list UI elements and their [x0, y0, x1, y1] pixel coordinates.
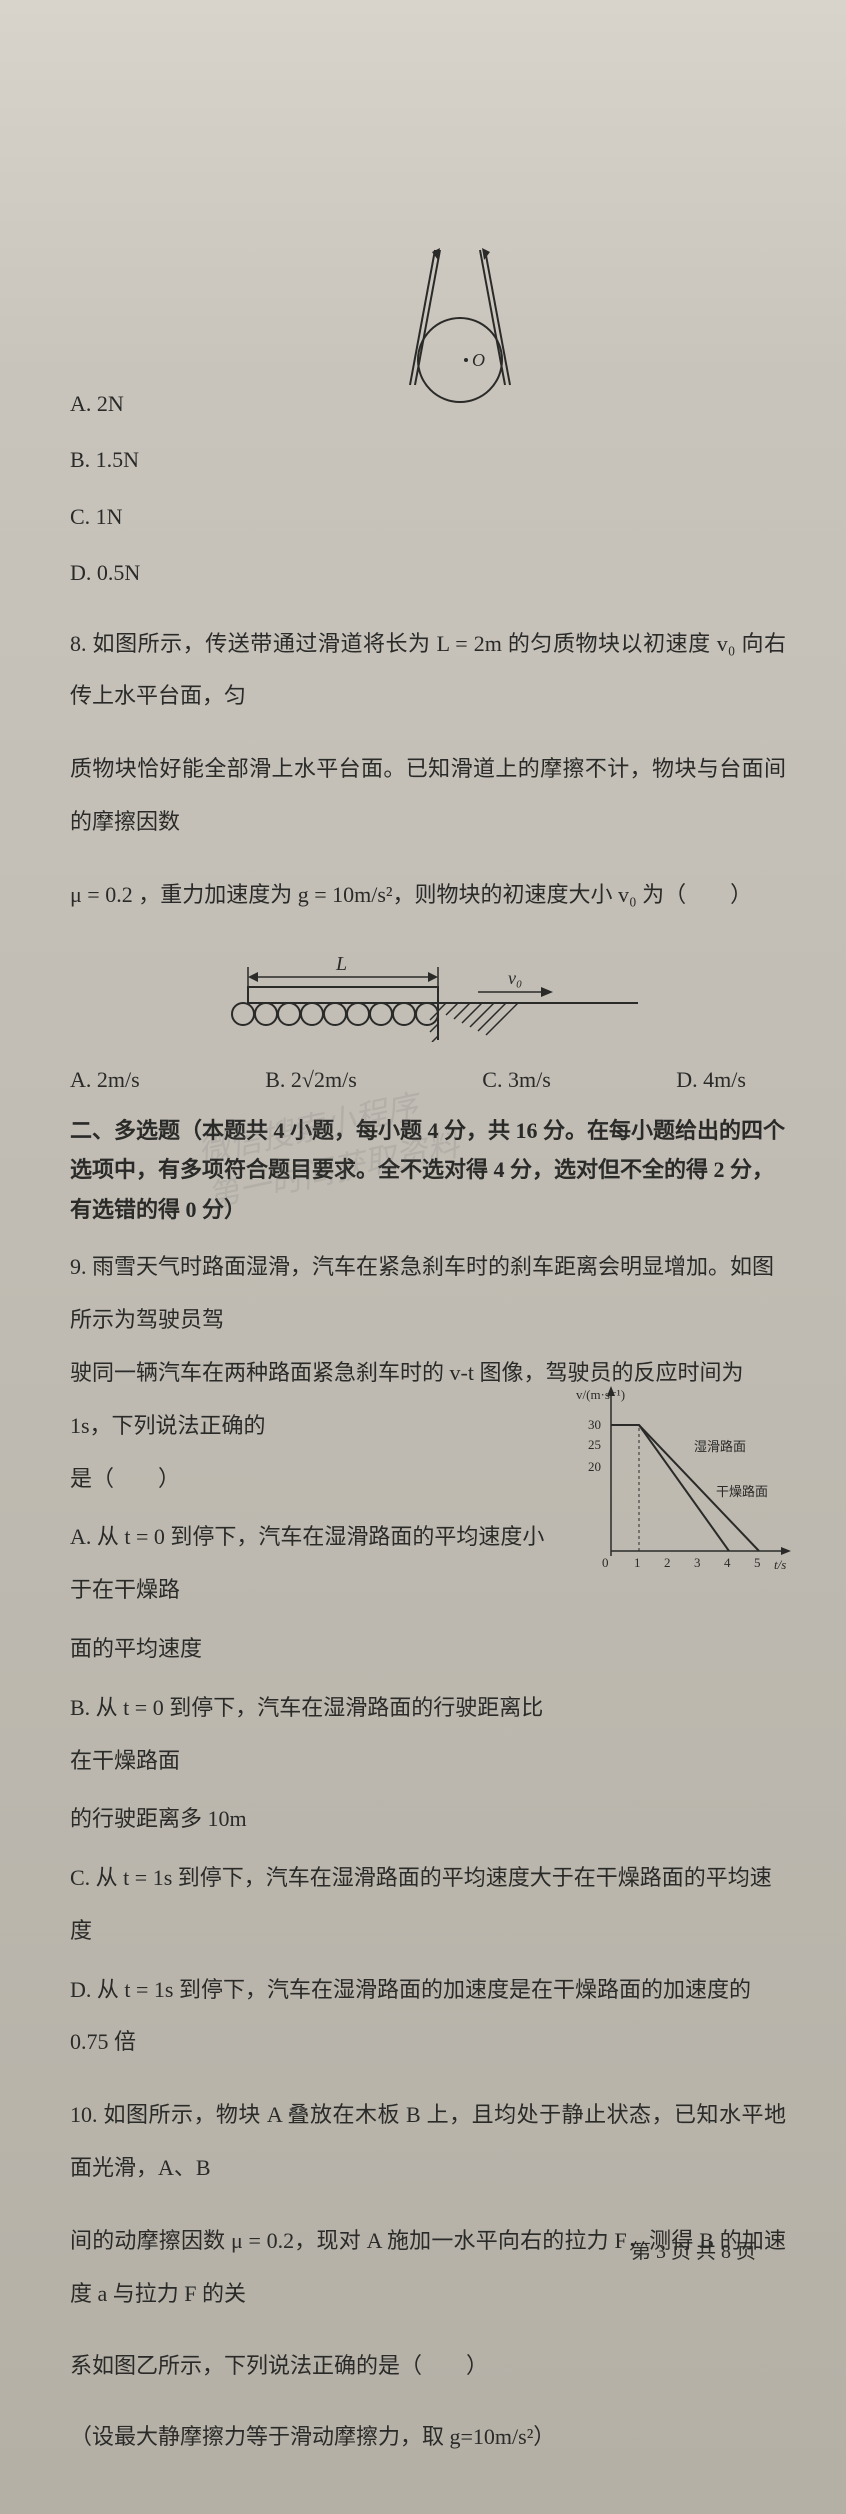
q8-option-b: B. 2√2m/s	[265, 1067, 357, 1093]
q8-text-3: μ = 0.2 ，重力加速度为 g = 10m/s²，则物块的初速度大小 v₀ …	[70, 869, 786, 922]
q8-conveyor-diagram: L v₀	[70, 942, 786, 1047]
q10-text-3: 系如图乙所示，下列说法正确的是（ ）	[70, 2340, 786, 2393]
q8-option-d: D. 4m/s	[676, 1067, 746, 1093]
q7-option-b: B. 1.5N	[70, 436, 786, 484]
svg-text:1: 1	[634, 1555, 641, 1570]
q9-option-d: D. 从 t = 1s 到停下，汽车在湿滑路面的加速度是在干燥路面的加速度的 0…	[70, 1964, 786, 2070]
q7-option-d: D. 0.5N	[70, 549, 786, 597]
q8-option-a: A. 2m/s	[70, 1067, 140, 1093]
page-number: 第 3 页 共 8 页	[631, 2235, 756, 2264]
q8-v0-label: v₀	[508, 968, 522, 988]
svg-text:3: 3	[694, 1555, 701, 1570]
svg-text:25: 25	[588, 1437, 601, 1452]
q9-text-1: 9. 雨雪天气时路面湿滑，汽车在紧急刹车时的刹车距离会明显增加。如图所示为驾驶员…	[70, 1241, 786, 1347]
svg-text:5: 5	[754, 1555, 761, 1570]
q9-block: 9. 雨雪天气时路面湿滑，汽车在紧急刹车时的刹车距离会明显增加。如图所示为驾驶员…	[70, 1241, 786, 2069]
q7-block: A. 2N B. 1.5N C. 1N D. 0.5N O	[70, 380, 786, 598]
q7-chopsticks-ball-diagram: O	[380, 240, 540, 420]
q8-L-label: L	[335, 953, 347, 975]
q10-text-2: 间的动摩擦因数 μ = 0.2，现对 A 施加一水平向右的拉力 F，测得 B 的…	[70, 2215, 786, 2321]
section2-header: 二、多选题（本题共 4 小题，每小题 4 分，共 16 分。在每小题给出的四个选…	[70, 1111, 786, 1230]
svg-text:0: 0	[602, 1555, 609, 1570]
svg-text:30: 30	[588, 1417, 601, 1432]
svg-text:20: 20	[588, 1459, 601, 1474]
q9-option-b-l1: B. 从 t = 0 到停下，汽车在湿滑路面的行驶距离比在干燥路面	[70, 1682, 786, 1788]
q9-y-label: v/(m·s⁻¹)	[576, 1387, 625, 1402]
q7-option-c: C. 1N	[70, 493, 786, 541]
q8-text-2: 质物块恰好能全部滑上水平台面。已知滑道上的摩擦不计，物块与台面间的摩擦因数	[70, 743, 786, 849]
q9-option-b-l2: 的行驶距离多 10m	[70, 1793, 786, 1846]
q9-x-label: t/s	[774, 1557, 786, 1572]
q9-option-a-l2: 面的平均速度	[70, 1623, 786, 1676]
q9-vt-graph: v/(m·s⁻¹) t/s 30 25 20 0 1 2 3 4 5 湿滑路面 …	[576, 1381, 796, 1581]
q7-o-label: O	[472, 350, 485, 370]
svg-text:4: 4	[724, 1555, 731, 1570]
q9-line1-label: 湿滑路面	[694, 1439, 746, 1454]
q8-option-c: C. 3m/s	[482, 1067, 550, 1093]
q10-text-1: 10. 如图所示，物块 A 叠放在木板 B 上，且均处于静止状态，已知水平地面光…	[70, 2089, 786, 2195]
q8-text-1: 8. 如图所示，传送带通过滑道将长为 L = 2m 的匀质物块以初速度 v₀ 向…	[70, 618, 786, 724]
q8-options-row: A. 2m/s B. 2√2m/s C. 3m/s D. 4m/s	[70, 1067, 786, 1093]
q10-text-4: （设最大静摩擦力等于滑动摩擦力，取 g=10m/s²）	[70, 2411, 786, 2464]
q9-line2-label: 干燥路面	[716, 1484, 768, 1499]
q9-option-c: C. 从 t = 1s 到停下，汽车在湿滑路面的平均速度大于在干燥路面的平均速度	[70, 1852, 786, 1958]
svg-text:2: 2	[664, 1555, 671, 1570]
